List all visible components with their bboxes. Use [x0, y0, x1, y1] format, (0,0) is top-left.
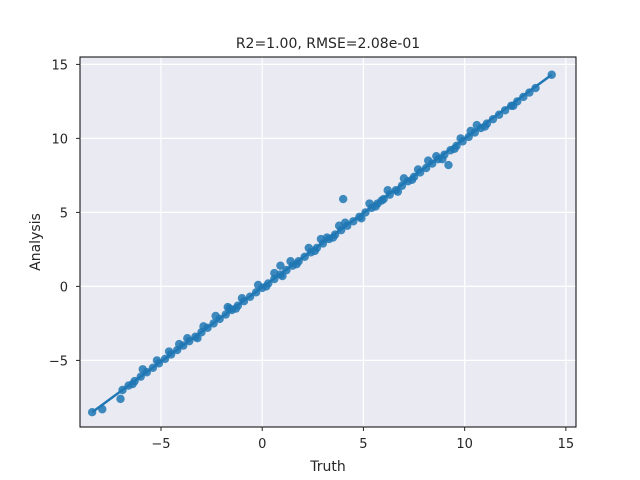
x-tick-label: 0	[258, 437, 266, 452]
data-point	[286, 257, 295, 266]
y-tick-label: 10	[51, 132, 68, 147]
x-tick-label: −5	[151, 437, 170, 452]
x-tick-label: 15	[558, 437, 575, 452]
data-point	[444, 160, 453, 170]
y-axis-label: Analysis	[28, 213, 44, 271]
y-tick-label: 5	[60, 206, 68, 221]
data-point	[338, 194, 348, 204]
regression-line	[91, 73, 553, 414]
grid-lines	[80, 57, 576, 427]
chart-title: R2=1.00, RMSE=2.08e-01	[236, 36, 420, 52]
y-axis-ticks: −5 0 5 10 15	[49, 58, 80, 369]
y-tick-label: 0	[60, 280, 68, 295]
x-tick-label: 5	[359, 437, 367, 452]
y-tick-label: −5	[49, 354, 68, 369]
x-tick-label: 10	[456, 437, 473, 452]
regression-line-group	[91, 73, 553, 414]
x-axis-label: Truth	[309, 459, 346, 475]
data-point	[138, 365, 147, 374]
data-point	[211, 311, 220, 321]
plot-frame	[79, 56, 577, 428]
x-axis-ticks: −5 0 5 10 15	[151, 427, 574, 452]
data-point	[276, 261, 285, 270]
data-point	[270, 268, 279, 278]
data-point	[253, 280, 263, 290]
data-point	[116, 394, 125, 404]
y-tick-label: 15	[51, 58, 68, 73]
